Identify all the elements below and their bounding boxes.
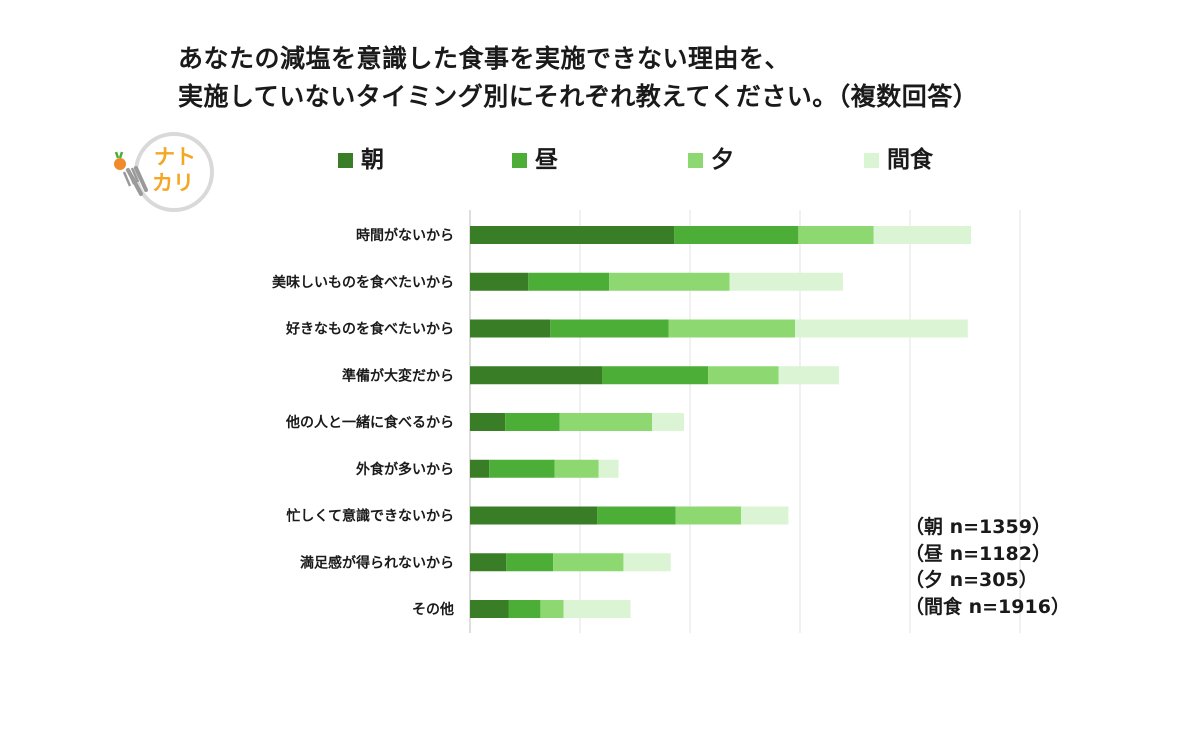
bar-segment-1-row-7 [470,506,598,525]
category-label: その他 [412,601,454,618]
note-hiru-n: （昼 n=1182） [905,542,1051,565]
bar-segment-3-row-9 [540,600,564,618]
bars [470,226,972,618]
bar-segment-3-row-8 [553,553,624,572]
bar-segment-1-row-4 [470,366,602,385]
bar-segment-1-row-8 [470,553,507,572]
bar-segment-1-row-3 [470,319,551,338]
bar-segment-4-row-6 [598,459,619,478]
bar-segment-4-row-3 [795,319,968,338]
logo-text-top: ナト [154,145,196,169]
bar-segment-4-row-7 [741,506,789,525]
bar-segment-2-row-6 [489,459,555,478]
legend-item-hiru: 昼 [512,140,558,180]
bar-segment-4-row-1 [873,226,972,244]
bar-segment-1-row-2 [470,272,529,291]
bar-segment-3-row-4 [708,366,779,385]
chart-legend: 朝 昼 夕 間食 [0,140,1200,180]
bar-segment-2-row-7 [597,506,676,525]
bar-segment-3-row-2 [609,272,730,291]
category-label: 好きなものを食べたいから [285,321,454,338]
bar-segment-3-row-7 [675,506,742,525]
category-label: 外食が多いから [356,461,454,478]
bar-segment-4-row-9 [563,600,631,618]
legend-swatch-hiru [512,152,527,168]
chart-title: あなたの減塩を意識した食事を実施できない理由を、 実施していないタイミング別にそ… [178,40,978,116]
bar-segment-1-row-6 [470,459,490,478]
category-label: 美味しいものを食べたいから [272,274,454,291]
legend-label-asa: 朝 [361,147,384,173]
bar-segment-4-row-8 [623,553,671,572]
bar-segment-4-row-4 [778,366,840,385]
legend-swatch-yu [688,152,703,168]
bar-segment-4-row-5 [652,413,684,431]
bar-segment-2-row-9 [508,600,541,618]
category-label: 忙しくて意識できないから [286,508,454,525]
bar-segment-2-row-4 [602,366,709,385]
bar-segment-1-row-1 [470,226,675,244]
bar-segment-1-row-5 [470,413,506,431]
chart-title-line-1: あなたの減塩を意識した食事を実施できない理由を、 [178,44,791,73]
category-labels: 時間がないから美味しいものを食べたいから好きなものを食べたいから準備が大変だから… [272,227,454,618]
bar-segment-3-row-6 [554,459,599,478]
bar-segment-3-row-1 [798,226,874,244]
bar-segment-3-row-5 [559,413,653,431]
chart-title-line-2: 実施していないタイミング別にそれぞれ教えてください。（複数回答） [178,82,979,111]
fork-knife-vegetable-icon [114,151,148,196]
bar-segment-2-row-5 [505,413,560,431]
legend-item-asa: 朝 [338,140,384,180]
legend-item-yu: 夕 [688,140,734,180]
category-label: 他の人と一緒に食べるから [285,414,454,431]
bar-segment-2-row-2 [528,272,610,291]
legend-swatch-kanshoku [864,152,879,168]
legend-item-kanshoku: 間食 [864,140,933,180]
natokari-logo: ナト カリ [114,132,214,212]
legend-swatch-asa [338,152,353,168]
bar-segment-3-row-3 [668,319,796,338]
bar-segment-2-row-1 [674,226,799,244]
category-label: 準備が大変だから [342,367,454,384]
category-label: 時間がないから [356,227,454,244]
bar-segment-2-row-8 [506,553,554,572]
logo-text-bottom: カリ [152,171,194,195]
bar-segment-2-row-3 [550,319,669,338]
bar-segment-1-row-9 [470,600,509,618]
note-kanshoku-n: （間食 n=1916） [905,595,1070,618]
legend-label-hiru: 昼 [535,147,558,173]
legend-label-kanshoku: 間食 [887,147,933,173]
legend-label-yu: 夕 [711,147,734,173]
note-yu-n: （夕 n=305） [905,569,1038,591]
category-label: 満足感が得られないから [300,554,454,571]
sample-size-notes: （朝 n=1359） （昼 n=1182） （夕 n=305） （間食 n=19… [905,514,1070,620]
bar-segment-4-row-2 [729,272,843,291]
note-asa-n: （朝 n=1359） [905,516,1051,538]
